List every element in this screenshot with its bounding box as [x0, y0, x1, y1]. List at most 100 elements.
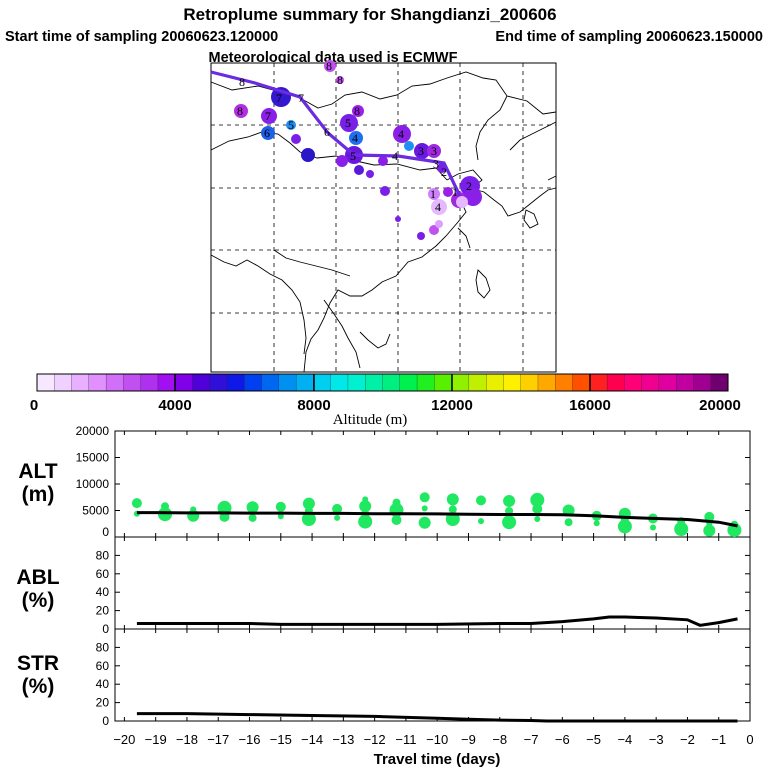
- alt-scatter: [131, 492, 742, 538]
- colorbar-cell: [192, 373, 211, 392]
- abl-y-tick-label: 40: [96, 585, 110, 599]
- colorbar-cell: [485, 373, 504, 392]
- colorbar-cell: [278, 373, 297, 392]
- plume-cluster: [301, 148, 315, 162]
- day-marker: 3: [433, 157, 439, 171]
- alt-scatter-point: [418, 516, 431, 529]
- alt-scatter-point: [505, 507, 514, 515]
- str-y-tick-label: 60: [96, 659, 110, 673]
- str-panel-frame: [114, 628, 751, 722]
- plume-cluster: [261, 126, 275, 140]
- str-line: [136, 712, 738, 723]
- colorbar-cell: [157, 373, 176, 392]
- colorbar-tick: 0: [30, 397, 38, 414]
- alt-scatter-point: [503, 495, 516, 507]
- cluster-labels: 8 7 7 6 5 5 4 4 3 3 4 2 1 8 8 8: [237, 59, 472, 214]
- plume-cluster: [286, 120, 296, 130]
- colorbar-cell: [382, 373, 401, 392]
- x-tick-label: −8: [492, 732, 507, 747]
- colorbar-cell: [54, 373, 73, 392]
- colorbar-cell: [330, 373, 349, 392]
- cluster-label: 2: [466, 179, 472, 193]
- alt-panel-unit: (m): [22, 483, 55, 506]
- colorbar-cell: [88, 373, 107, 392]
- colorbar-cell: [36, 373, 55, 392]
- alt-y-tick-label: 5000: [82, 504, 109, 518]
- colorbar-tick: 4000: [158, 397, 191, 414]
- alt-axis: 5000 10000 15000 20000 0: [76, 424, 751, 539]
- day-marker: 8: [239, 75, 245, 89]
- x-tick-label: −16: [238, 732, 260, 747]
- alt-scatter-point: [650, 524, 656, 531]
- plume-cluster: [234, 104, 248, 118]
- x-tick-label: −19: [145, 732, 167, 747]
- x-tick-label: −1: [711, 732, 726, 747]
- colorbar-cell: [537, 373, 556, 392]
- alt-scatter-point: [190, 506, 197, 513]
- x-tick-label: −20: [113, 732, 135, 747]
- alt-scatter-point: [302, 497, 315, 510]
- alt-scatter-point: [391, 515, 402, 525]
- x-tick-label: −18: [176, 732, 198, 747]
- day-marker: 4: [392, 149, 398, 163]
- cluster-label: 5: [345, 116, 351, 130]
- abl-panel-frame: [114, 536, 751, 630]
- plume-cluster: [393, 125, 411, 143]
- colorbar-cell: [555, 373, 574, 392]
- alt-scatter-point: [593, 520, 600, 527]
- colorbar-cell: [244, 373, 263, 392]
- str-y-tick-label: 0: [102, 714, 109, 728]
- cluster-label: 6: [264, 126, 270, 140]
- abl-y-tick-label: 20: [96, 604, 110, 618]
- figure-title: Retroplume summary for Shangdianzi_20060…: [183, 5, 556, 24]
- colorbar-cell: [606, 373, 625, 392]
- alt-y-tick-label: 10000: [76, 477, 110, 491]
- plume-cluster: [354, 165, 364, 175]
- alt-scatter-point: [419, 492, 430, 503]
- colorbar-cell: [693, 373, 712, 392]
- alt-scatter-point: [704, 511, 715, 522]
- x-tick-label: 0: [746, 732, 753, 747]
- alt-scatter-point: [158, 507, 172, 522]
- alt-scatter-point: [564, 518, 573, 527]
- x-tick-label: −11: [395, 732, 416, 747]
- colorbar-cell: [71, 373, 90, 392]
- start-time-label: Start time of sampling 20060623.120000: [5, 29, 278, 45]
- plume-cluster: [366, 170, 374, 178]
- alt-scatter-point: [359, 500, 372, 513]
- colorbar-cell: [416, 373, 435, 392]
- x-tick-label: −4: [617, 732, 632, 747]
- colorbar-cell: [676, 373, 694, 392]
- plume-cluster: [352, 105, 364, 117]
- colorbar-cell: [451, 373, 470, 392]
- colorbar-majors: [174, 374, 591, 391]
- colorbar-cell: [140, 373, 159, 392]
- alt-scatter-point: [161, 502, 169, 511]
- coastlines-borders: [210, 71, 557, 373]
- time-axis: −20 −19 −18 −17 −16 −15 −14 −13 −12 −11 −10 −9 −8 −7−…: [113, 732, 753, 747]
- x-tick-label: −14: [301, 732, 323, 747]
- colorbar-tick: 16000: [569, 397, 611, 414]
- colorbar-cell: [365, 373, 384, 392]
- alt-scatter-point: [358, 514, 373, 529]
- cluster-label: 3: [431, 144, 437, 158]
- x-tick-label: −6: [555, 732, 570, 747]
- plume-cluster: [429, 225, 439, 235]
- alt-y-tick-label: 0: [102, 525, 109, 539]
- alt-scatter-point: [617, 519, 632, 534]
- colorbar-cell: [295, 373, 314, 392]
- colorbar-cell: [658, 373, 677, 392]
- str-y-tick-label: 20: [96, 696, 110, 710]
- colorbar-cell: [175, 373, 194, 392]
- x-tick-label: −10: [426, 732, 448, 747]
- day-marker: 7: [298, 91, 304, 105]
- plume-cluster: [428, 188, 440, 200]
- plume-cluster: [414, 143, 430, 159]
- colorbar-cell: [503, 373, 522, 392]
- colorbar-cell: [209, 373, 228, 392]
- x-tick-label: −7: [524, 732, 539, 747]
- alt-scatter-point: [246, 501, 259, 514]
- cluster-label: 3: [418, 144, 424, 158]
- plume-cluster: [340, 114, 358, 132]
